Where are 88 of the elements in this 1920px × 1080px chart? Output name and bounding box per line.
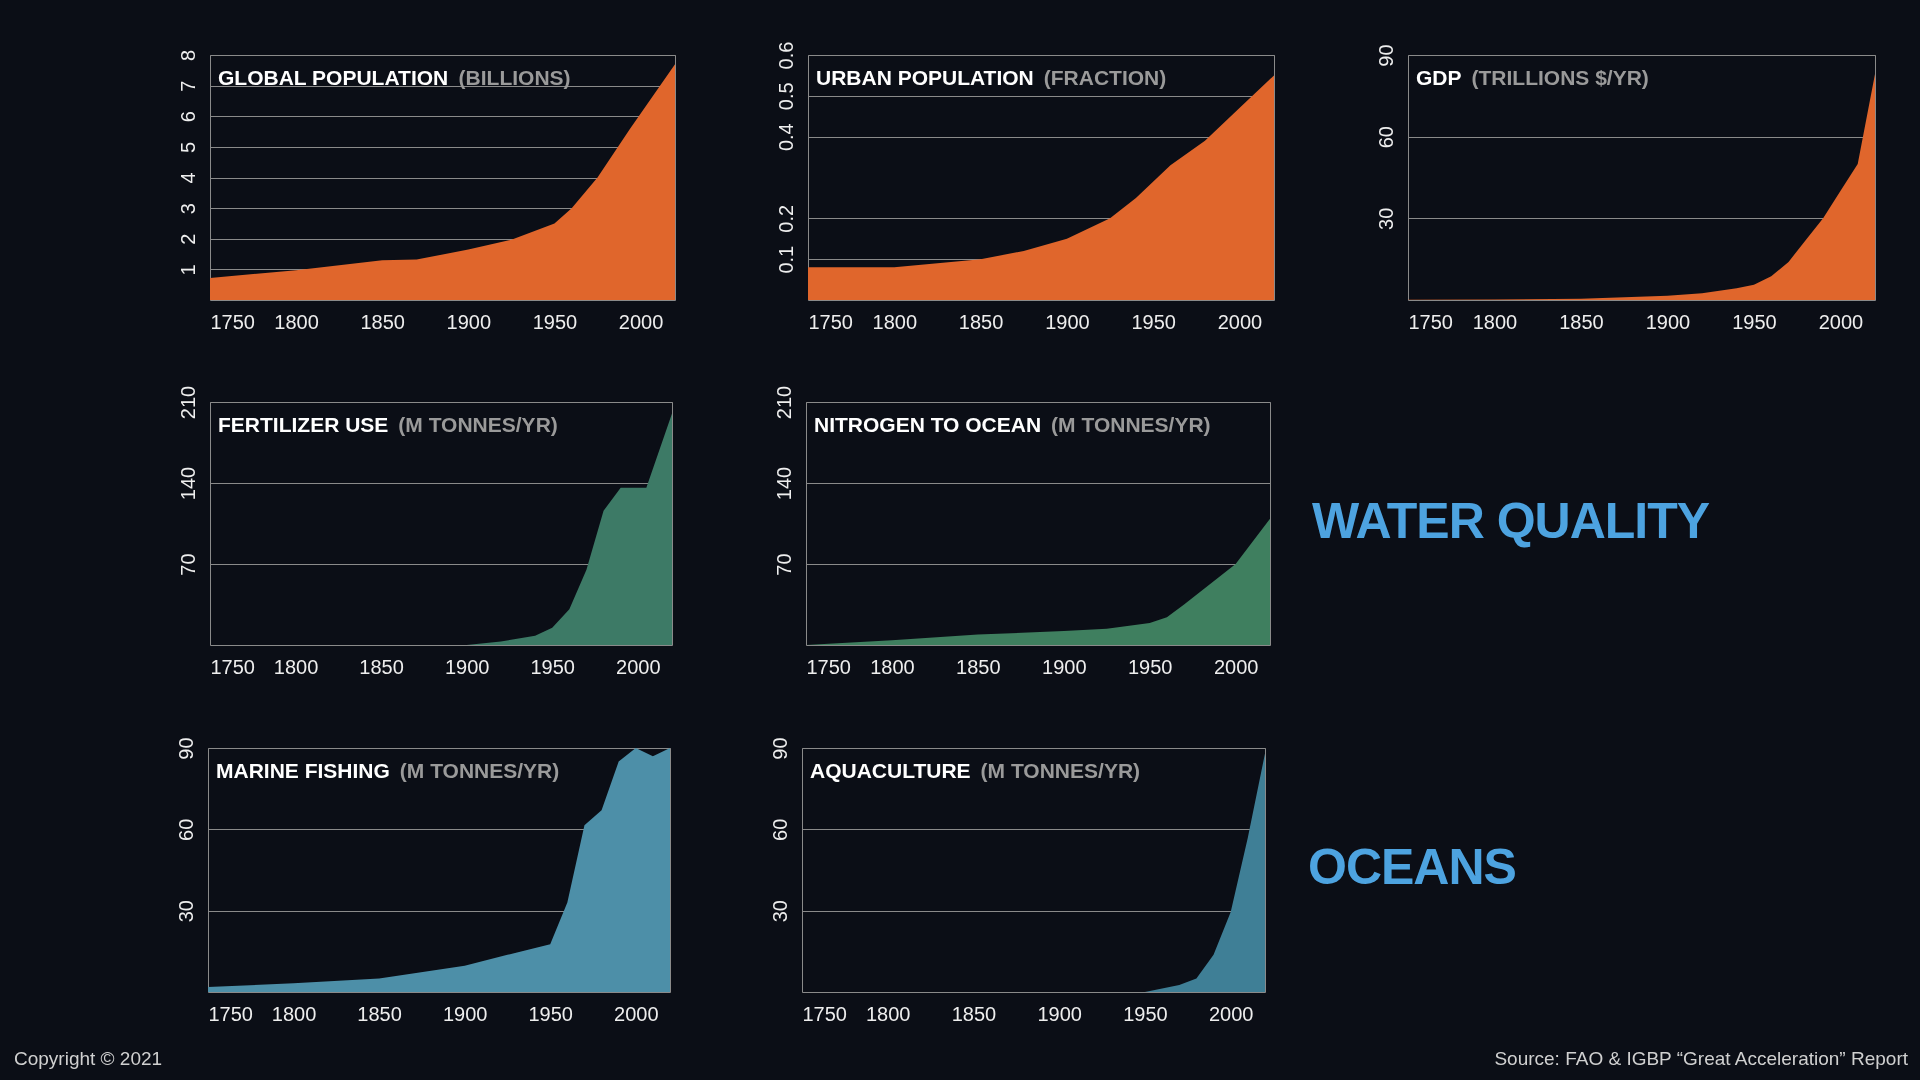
x-tick-label: 2000 bbox=[616, 655, 661, 678]
text: (TRILLIONS $/YR) bbox=[1471, 66, 1649, 89]
x-tick-label: 1750 bbox=[808, 310, 853, 333]
x-tick-label: 1900 bbox=[1037, 1002, 1082, 1025]
text: AQUACULTURE bbox=[810, 759, 971, 782]
y-tick-label: 0.2 bbox=[774, 204, 797, 233]
x-tick-label: 1950 bbox=[532, 310, 578, 333]
text: WATER QUALITY bbox=[1312, 492, 1710, 550]
x-tick-label: 1950 bbox=[1131, 310, 1176, 333]
x-tick-label: 1850 bbox=[956, 655, 1001, 678]
x-tick-label: 1900 bbox=[442, 1002, 488, 1025]
y-tick-label: 210 bbox=[176, 385, 199, 420]
x-tick-label: 1800 bbox=[273, 655, 319, 678]
x-tick-label: 1950 bbox=[1123, 1002, 1168, 1025]
x-tick-label: 1850 bbox=[958, 310, 1004, 333]
x-tick-label: 2000 bbox=[618, 310, 664, 333]
text: GDP bbox=[1416, 66, 1462, 89]
text: (FRACTION) bbox=[1043, 66, 1167, 89]
x-tick-label: 1950 bbox=[1127, 655, 1173, 678]
x-tick-label: 1800 bbox=[865, 1002, 911, 1025]
text: (M TONNES/YR) bbox=[980, 759, 1141, 782]
text: (M TONNES/YR) bbox=[399, 759, 560, 782]
text: FERTILIZER USE bbox=[218, 413, 389, 436]
x-tick-label: 1900 bbox=[1645, 310, 1691, 333]
y-tick-label: 1 bbox=[176, 264, 199, 276]
x-tick-label: 2000 bbox=[1213, 655, 1259, 678]
y-tick-label: 3 bbox=[176, 203, 199, 215]
y-tick-label: 5 bbox=[176, 141, 199, 153]
x-tick-label: 1750 bbox=[208, 1002, 253, 1025]
y-tick-label: 60 bbox=[1374, 126, 1397, 149]
x-tick-label: 1900 bbox=[446, 310, 492, 333]
x-tick-label: 1750 bbox=[802, 1002, 847, 1025]
y-tick-label: 70 bbox=[176, 553, 199, 576]
x-tick-label: 1850 bbox=[359, 655, 404, 678]
x-tick-label: 1750 bbox=[1408, 310, 1453, 333]
y-tick-label: 7 bbox=[176, 80, 199, 92]
x-tick-label: 2000 bbox=[1208, 1002, 1254, 1025]
text: Copyright © 2021 bbox=[14, 1048, 163, 1070]
y-tick-label: 0.1 bbox=[774, 245, 797, 274]
text: URBAN POPULATION bbox=[816, 66, 1034, 89]
y-tick-label: 0.5 bbox=[774, 82, 797, 111]
x-tick-label: 2000 bbox=[1818, 310, 1864, 333]
y-tick-label: 140 bbox=[176, 466, 199, 501]
x-tick-label: 1800 bbox=[870, 655, 915, 678]
x-tick-label: 1850 bbox=[357, 1002, 402, 1025]
x-tick-label: 1750 bbox=[210, 655, 255, 678]
x-tick-label: 2000 bbox=[614, 1002, 659, 1025]
y-tick-label: 140 bbox=[772, 466, 795, 501]
y-tick-label: 90 bbox=[174, 737, 197, 760]
text: (BILLIONS) bbox=[458, 66, 571, 89]
source-note: Source: FAO & IGBP “Great Acceleration” Report bbox=[1493, 1048, 1908, 1070]
y-tick-label: 30 bbox=[768, 900, 791, 923]
text: (M TONNES/YR) bbox=[1051, 413, 1211, 436]
x-tick-label: 1750 bbox=[806, 655, 851, 678]
y-tick-label: 2 bbox=[176, 233, 199, 245]
x-tick-label: 1800 bbox=[271, 1002, 317, 1025]
x-tick-label: 1850 bbox=[951, 1002, 997, 1025]
y-tick-label: 30 bbox=[174, 900, 197, 923]
y-tick-label: 70 bbox=[772, 553, 795, 576]
y-tick-label: 0.4 bbox=[774, 123, 797, 152]
x-tick-label: 1950 bbox=[530, 655, 575, 678]
y-tick-label: 4 bbox=[176, 172, 199, 184]
x-tick-label: 1900 bbox=[444, 655, 490, 678]
text: GLOBAL POPULATION bbox=[218, 66, 449, 89]
x-tick-label: 1900 bbox=[1042, 655, 1087, 678]
x-tick-label: 1900 bbox=[1045, 310, 1090, 333]
y-tick-label: 60 bbox=[768, 818, 791, 841]
x-tick-label: 1950 bbox=[528, 1002, 573, 1025]
text: NITROGEN TO OCEAN bbox=[814, 413, 1042, 436]
x-tick-label: 1750 bbox=[210, 310, 255, 333]
x-tick-label: 1800 bbox=[872, 310, 918, 333]
y-tick-label: 30 bbox=[1374, 207, 1397, 230]
x-tick-label: 1800 bbox=[1472, 310, 1518, 333]
x-tick-label: 2000 bbox=[1217, 310, 1263, 333]
x-tick-label: 1950 bbox=[1732, 310, 1777, 333]
y-tick-label: 0.6 bbox=[774, 41, 797, 70]
y-tick-label: 210 bbox=[772, 385, 795, 420]
y-tick-label: 60 bbox=[174, 818, 197, 841]
text: (M TONNES/YR) bbox=[398, 413, 558, 436]
y-tick-label: 6 bbox=[176, 111, 199, 123]
y-tick-label: 90 bbox=[1374, 44, 1397, 67]
y-tick-label: 90 bbox=[768, 737, 791, 760]
y-tick-label: 8 bbox=[176, 49, 199, 62]
text: MARINE FISHING bbox=[216, 759, 390, 782]
x-tick-label: 1800 bbox=[274, 310, 319, 333]
x-tick-label: 1850 bbox=[360, 310, 405, 333]
text: OCEANS bbox=[1308, 838, 1516, 896]
x-tick-label: 1850 bbox=[1559, 310, 1604, 333]
